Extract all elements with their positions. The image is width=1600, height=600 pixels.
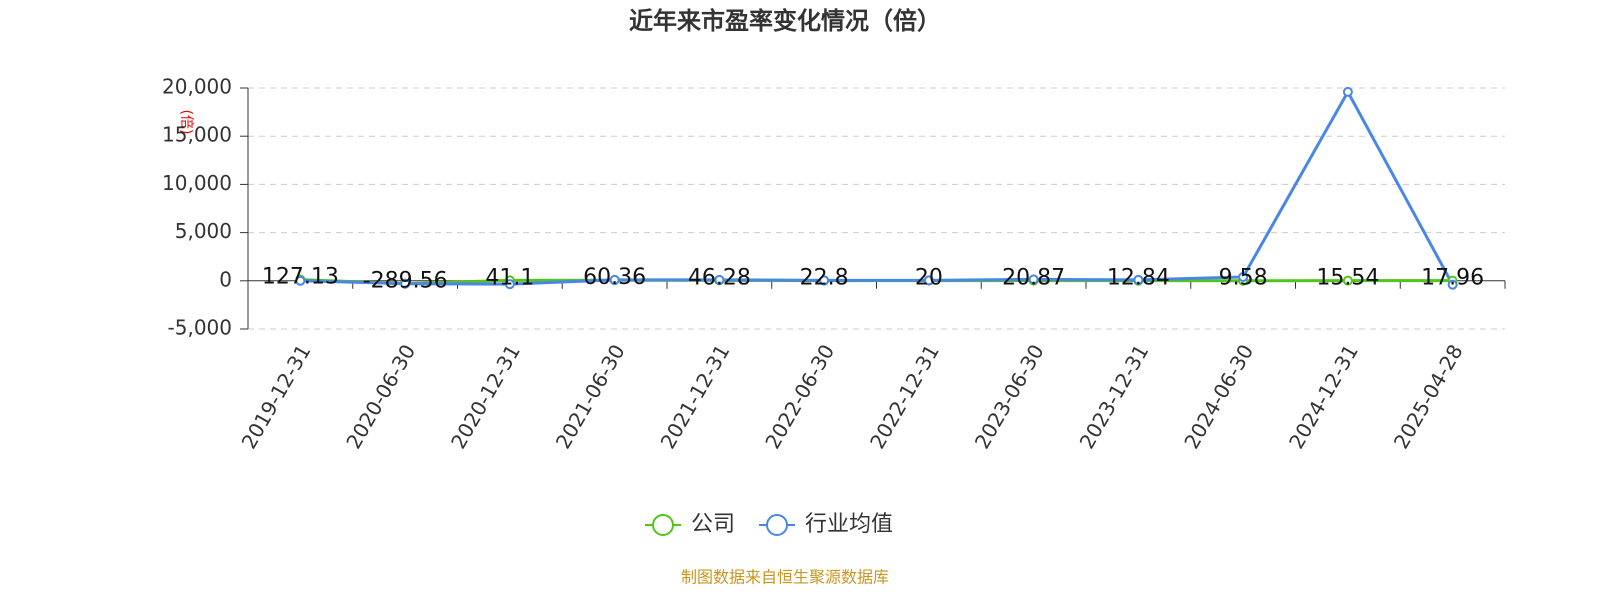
legend-marker — [766, 514, 789, 536]
point — [819, 275, 830, 286]
data-label: 41.1 — [485, 265, 534, 290]
x-tick-label: 2020-06-30 — [341, 340, 420, 453]
data-label: -289.56 — [363, 269, 448, 294]
x-tick-label: 2021-06-30 — [551, 340, 630, 453]
point — [1342, 275, 1353, 286]
x-tick-label: 2024-12-31 — [1284, 340, 1363, 453]
legend-marker — [652, 514, 674, 536]
data-label: 46.28 — [688, 265, 751, 290]
x-tick-label: 2020-12-31 — [446, 340, 525, 453]
legend-label: 行业均值 — [805, 512, 893, 537]
data-label: 60.36 — [583, 265, 646, 290]
y-tick-label: 20,000 — [162, 75, 232, 99]
x-tick-label: 2019-12-31 — [237, 340, 316, 453]
data-label: 12.84 — [1107, 266, 1170, 291]
data-label: 20 — [915, 266, 943, 291]
y-tick-label: 0 — [219, 267, 232, 291]
point — [1133, 274, 1144, 285]
x-tick-label: 2021-12-31 — [656, 340, 735, 453]
chart-title: 近年来市盈率变化情况（倍） — [629, 7, 941, 35]
data-label: 9.58 — [1219, 266, 1268, 291]
data-label: 20.87 — [1002, 266, 1065, 291]
y-tick-label: 10,000 — [162, 171, 232, 195]
point — [1342, 86, 1353, 97]
point — [1238, 271, 1249, 282]
y-axis-label: (倍) — [178, 110, 194, 135]
data-label: 127.13 — [262, 265, 339, 290]
point — [1028, 274, 1039, 285]
y-tick-label: 15,000 — [162, 123, 232, 147]
point — [609, 274, 620, 285]
x-tick-label: 2023-06-30 — [970, 340, 1049, 453]
source-note: 制图数据来自恒生聚源数据库 — [681, 568, 889, 587]
point — [714, 274, 725, 285]
y-tick-label: -5,000 — [168, 316, 232, 340]
data-label: 15.54 — [1316, 266, 1379, 291]
data-label: 22.8 — [800, 266, 849, 291]
point — [400, 278, 411, 289]
data-label: 17.96 — [1421, 266, 1484, 291]
x-tick-label: 2022-12-31 — [865, 340, 944, 453]
y-tick-label: 5,000 — [175, 219, 232, 243]
series-line — [300, 88, 1454, 286]
point — [295, 275, 306, 286]
x-tick-label: 2025-04-28 — [1389, 340, 1468, 453]
x-tick-label: 2024-06-30 — [1179, 340, 1258, 453]
x-tick-label: 2022-06-30 — [760, 340, 839, 453]
x-tick-label: 2023-12-31 — [1075, 340, 1154, 453]
legend-label: 公司 — [691, 512, 735, 537]
point — [1447, 279, 1458, 290]
point — [504, 279, 515, 290]
point — [923, 275, 934, 286]
